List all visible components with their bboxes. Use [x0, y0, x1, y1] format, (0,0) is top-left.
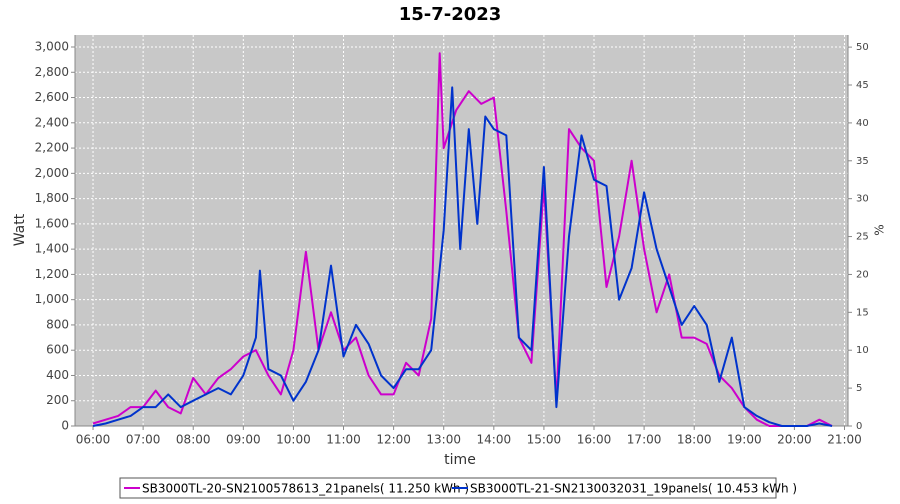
y-tick-label: 1,400 — [35, 242, 69, 256]
series-line — [92, 86, 833, 427]
y-tick-label: 3,000 — [35, 40, 69, 54]
x-tick-label: 16:00 — [577, 433, 612, 447]
x-tick-label: 10:00 — [276, 433, 311, 447]
x-axis-label: time — [444, 452, 476, 468]
y2-tick-label: 5 — [856, 383, 862, 394]
y-tick-label: 1,200 — [35, 267, 69, 281]
y2-axis-label: % — [873, 224, 887, 235]
y2-tick-label: 50 — [856, 42, 869, 53]
legend-label: SB3000TL-20-SN2100578613_21panels( 11.25… — [142, 482, 469, 496]
x-tick-label: 12:00 — [376, 433, 411, 447]
x-tick-label: 09:00 — [226, 433, 261, 447]
y2-tick-label: 20 — [856, 269, 869, 280]
x-tick-label: 11:00 — [326, 433, 361, 447]
y-tick-label: 0 — [61, 419, 69, 433]
legend — [119, 477, 777, 499]
x-tick-label: 21:00 — [827, 433, 862, 447]
y-tick-label: 2,800 — [35, 65, 69, 79]
y-axis-label: Watt — [12, 213, 28, 246]
y2-tick-label: 30 — [856, 194, 869, 205]
y-tick-label: 1,000 — [35, 292, 69, 306]
series-line — [92, 52, 833, 427]
y2-tick-label: 0 — [856, 421, 862, 432]
legend-label: SB3000TL-21-SN2130032031_19panels( 10.45… — [470, 482, 797, 496]
chart-title: 15-7-2023 — [399, 4, 502, 25]
x-tick-label: 15:00 — [527, 433, 562, 447]
y-tick-label: 2,400 — [35, 115, 69, 129]
y2-tick-label: 25 — [856, 232, 869, 243]
x-tick-label: 06:00 — [76, 433, 111, 447]
x-tick-label: 07:00 — [126, 433, 161, 447]
x-tick-label: 20:00 — [777, 433, 812, 447]
y-tick-label: 2,200 — [35, 141, 69, 155]
y-tick-label: 2,000 — [35, 166, 69, 180]
x-tick-label: 18:00 — [677, 433, 712, 447]
x-tick-label: 14:00 — [477, 433, 512, 447]
y-tick-label: 200 — [46, 393, 69, 407]
y-tick-label: 800 — [46, 317, 69, 331]
x-tick-label: 19:00 — [727, 433, 762, 447]
y-tick-label: 1,800 — [35, 191, 69, 205]
x-tick-label: 08:00 — [176, 433, 211, 447]
y2-tick-label: 15 — [856, 307, 869, 318]
x-tick-label: 17:00 — [627, 433, 662, 447]
y-tick-label: 2,600 — [35, 90, 69, 104]
y2-tick-label: 45 — [856, 80, 869, 91]
y2-tick-label: 35 — [856, 156, 869, 167]
x-tick-label: 13:00 — [426, 433, 461, 447]
y-tick-label: 600 — [46, 343, 69, 357]
y2-tick-label: 40 — [856, 118, 869, 129]
y-tick-label: 1,600 — [35, 216, 69, 230]
y-tick-label: 400 — [46, 368, 69, 382]
y2-tick-label: 10 — [856, 345, 869, 356]
